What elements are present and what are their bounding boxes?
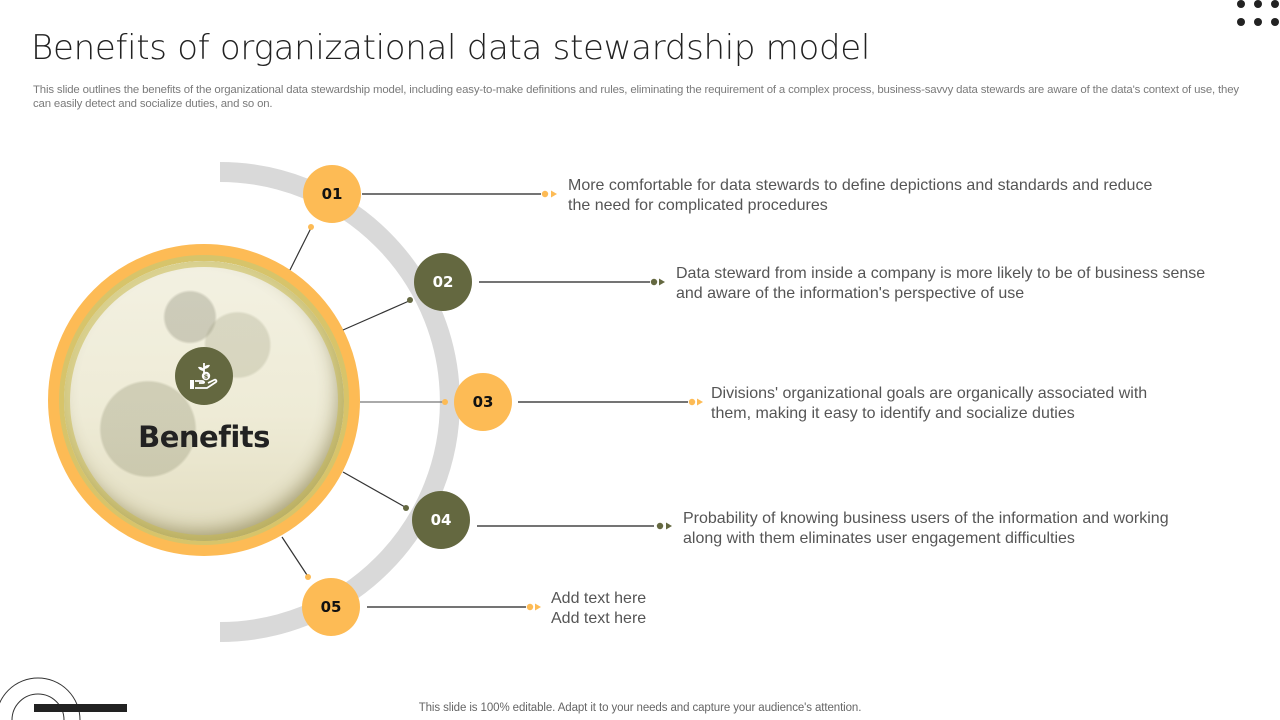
node-number: 04 — [430, 511, 452, 529]
text-line: and aware of the information's perspecti… — [676, 284, 1025, 302]
text-line: the need for complicated procedures — [568, 196, 828, 214]
benefit-text-05: Add text here Add text here — [551, 589, 646, 628]
svg-text:$: $ — [204, 373, 209, 381]
footer-decor-bar — [34, 704, 127, 712]
node-number: 05 — [320, 598, 342, 616]
node-number: 02 — [432, 273, 454, 291]
node-number: 01 — [321, 185, 343, 203]
text-line: them, making it easy to identify and soc… — [711, 404, 1075, 422]
text-line: along with them eliminates user engageme… — [683, 529, 1075, 547]
benefit-text-03: Divisions' organizational goals are orga… — [711, 384, 1147, 423]
benefit-node-03: 03 — [454, 373, 512, 431]
slide-title: Benefits of organizational data stewards… — [31, 28, 871, 68]
slide-subtitle: This slide outlines the benefits of the … — [33, 84, 1239, 110]
text-line: More comfortable for data stewards to de… — [568, 177, 1153, 194]
text-line: Data steward from inside a company is mo… — [676, 265, 1206, 282]
benefit-node-01: 01 — [303, 165, 361, 223]
footer-note: This slide is 100% editable. Adapt it to… — [418, 702, 862, 714]
benefit-node-04: 04 — [412, 491, 470, 549]
text-line: Divisions' organizational goals are orga… — [711, 385, 1148, 402]
node-number: 03 — [472, 393, 494, 411]
text-line: Add text here — [551, 590, 647, 607]
benefits-label: Benefits — [138, 420, 270, 454]
decorative-dots-icon — [1232, 0, 1280, 30]
inner-ring — [59, 255, 349, 545]
text-line: Add text here — [551, 609, 647, 627]
hand-money-plant-icon: $ — [175, 347, 233, 405]
benefit-text-04: Probability of knowing business users of… — [683, 509, 1169, 548]
outer-ring — [48, 244, 360, 556]
benefit-text-01: More comfortable for data stewards to de… — [568, 176, 1152, 215]
benefit-node-05: 05 — [302, 578, 360, 636]
text-line: Probability of knowing business users of… — [683, 510, 1169, 527]
benefit-text-02: Data steward from inside a company is mo… — [676, 264, 1205, 303]
benefit-node-02: 02 — [414, 253, 472, 311]
